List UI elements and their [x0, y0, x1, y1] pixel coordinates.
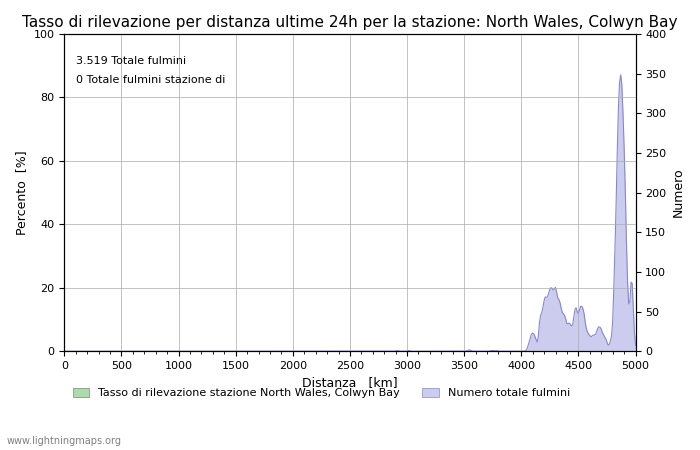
Legend: Tasso di rilevazione stazione North Wales, Colwyn Bay, Numero totale fulmini: Tasso di rilevazione stazione North Wale… [69, 383, 575, 403]
X-axis label: Distanza   [km]: Distanza [km] [302, 377, 398, 389]
Text: 0 Totale fulmini stazione di: 0 Totale fulmini stazione di [76, 75, 225, 85]
Text: www.lightningmaps.org: www.lightningmaps.org [7, 436, 122, 446]
Y-axis label: Numero: Numero [672, 168, 685, 217]
Y-axis label: Percento  [%]: Percento [%] [15, 150, 28, 235]
Text: 3.519 Totale fulmini: 3.519 Totale fulmini [76, 56, 186, 66]
Title: Tasso di rilevazione per distanza ultime 24h per la stazione: North Wales, Colwy: Tasso di rilevazione per distanza ultime… [22, 15, 678, 30]
